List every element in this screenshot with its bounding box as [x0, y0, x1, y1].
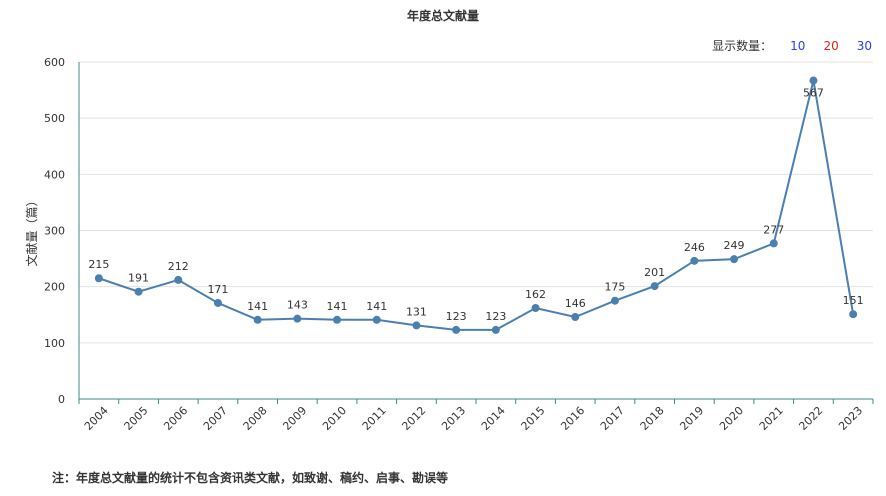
data-point: [174, 275, 183, 284]
x-tick-label: 2023: [836, 404, 865, 433]
data-point: [650, 282, 659, 291]
data-label: 123: [446, 310, 467, 323]
x-tick-label: 2011: [360, 404, 389, 433]
x-tick-label: 2022: [796, 404, 825, 433]
data-point: [571, 312, 580, 321]
data-label: 151: [843, 294, 864, 307]
x-tick-label: 2019: [677, 404, 706, 433]
display-count-label: 显示数量：: [712, 39, 773, 53]
y-tick-label: 600: [44, 56, 65, 69]
series-line: [98, 80, 855, 331]
line-chart: 0 100 200 300 400 500 600 2004 2005 2006 2007 2008 2…: [24, 56, 874, 433]
footnote: 注：年度总文献量的统计不包含资讯类文献，如致谢、稿约、启事、勘误等: [52, 471, 449, 485]
data-point: [849, 310, 858, 319]
data-label: 212: [168, 260, 189, 273]
display-count-selector: 显示数量： 10 20 30: [712, 37, 872, 54]
y-axis-label: 文献量（篇）: [24, 194, 39, 266]
y-tick-label: 400: [44, 168, 65, 181]
x-tick-label: 2013: [439, 404, 468, 433]
display-count-option-20[interactable]: 20: [823, 38, 839, 53]
data-label: 141: [327, 300, 348, 313]
data-point: [491, 325, 500, 334]
x-tick-label: 2005: [122, 404, 151, 433]
data-point: [769, 239, 778, 248]
y-tick-label: 0: [58, 393, 65, 406]
data-point: [531, 304, 540, 313]
data-point: [94, 274, 103, 283]
x-tick-label: 2015: [519, 404, 548, 433]
x-tick-label: 2017: [598, 404, 627, 433]
data-label: 141: [247, 300, 268, 313]
y-tick-label: 200: [44, 281, 65, 294]
data-label: 249: [724, 239, 745, 252]
data-point: [134, 287, 143, 296]
x-tick-label: 2004: [82, 404, 111, 433]
x-tick-label: 2007: [201, 404, 230, 433]
x-tick-label: 2018: [638, 404, 667, 433]
data-point: [809, 76, 818, 85]
x-tick-label: 2020: [717, 404, 746, 433]
data-point: [333, 315, 342, 324]
data-label: 146: [565, 297, 586, 310]
data-point: [412, 321, 421, 330]
x-tick-label: 2009: [280, 404, 309, 433]
x-tick-label: 2008: [241, 404, 270, 433]
x-tick-label: 2010: [320, 404, 349, 433]
y-tick-label: 100: [44, 337, 65, 350]
data-point: [690, 256, 699, 265]
data-label: 141: [366, 300, 387, 313]
data-label: 277: [763, 223, 784, 236]
data-point: [213, 298, 222, 307]
data-label: 171: [207, 283, 228, 296]
x-tick-label: 2021: [757, 404, 786, 433]
data-point: [293, 314, 302, 323]
data-label: 246: [684, 241, 705, 254]
chart-title: 年度总文献量: [406, 9, 479, 23]
data-point: [452, 325, 461, 334]
x-tick-label: 2012: [399, 404, 428, 433]
x-tick-label: 2016: [558, 404, 587, 433]
data-label: 215: [88, 258, 109, 271]
data-label: 131: [406, 305, 427, 318]
data-point: [610, 296, 619, 305]
data-point: [730, 255, 739, 264]
y-tick-label: 300: [44, 225, 65, 238]
data-label: 201: [644, 266, 665, 279]
data-label: 162: [525, 288, 546, 301]
data-label: 123: [485, 310, 506, 323]
x-tick-label: 2014: [479, 404, 508, 433]
data-point: [253, 315, 262, 324]
data-label: 175: [604, 281, 625, 294]
display-count-option-30[interactable]: 30: [856, 38, 872, 53]
data-label: 567: [803, 87, 824, 100]
data-label: 143: [287, 299, 308, 312]
display-count-option-10[interactable]: 10: [790, 38, 806, 53]
x-tick-label: 2006: [161, 404, 190, 433]
data-label: 191: [128, 272, 149, 285]
data-point: [372, 315, 381, 324]
y-tick-label: 500: [44, 112, 65, 125]
